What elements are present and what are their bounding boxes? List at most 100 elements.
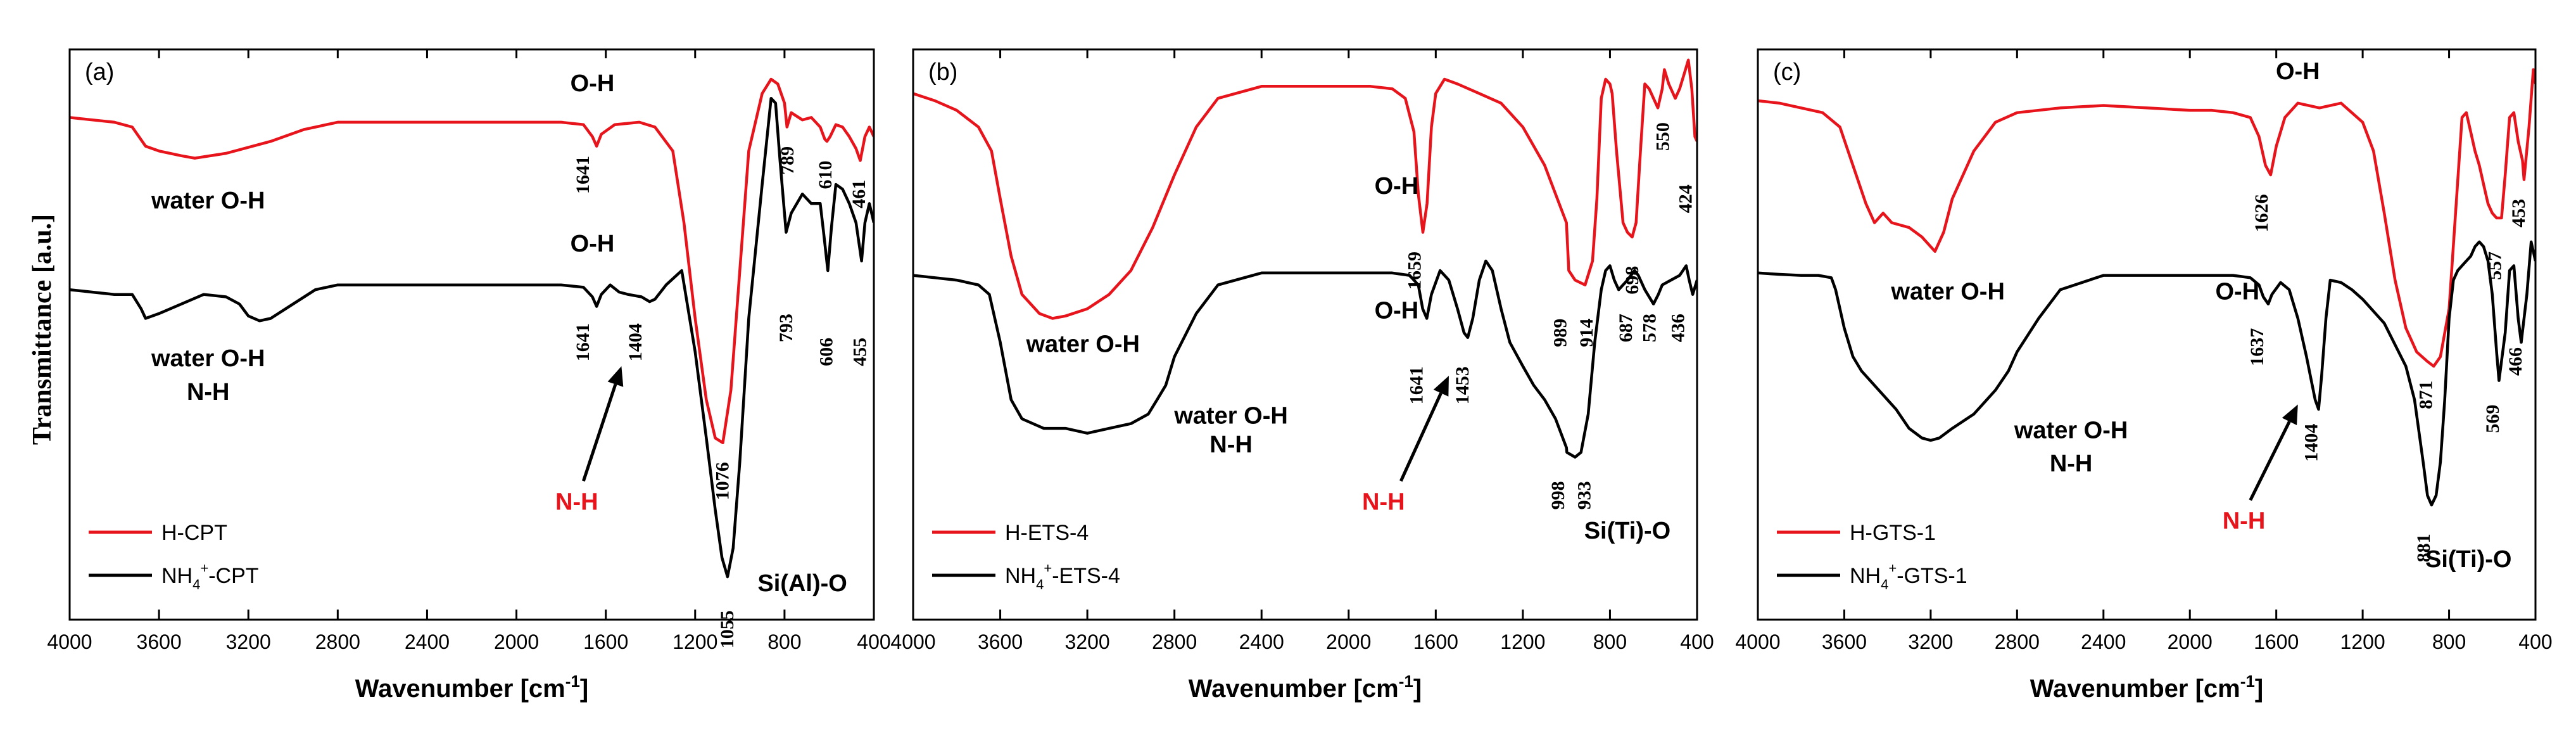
series-line-h-gts-1 [1758,68,2535,368]
legend-entry-subscript: 4 [193,577,200,592]
x-tick-label: 3200 [226,630,271,653]
x-tick-label: 800 [1593,630,1627,653]
peak-label: 881 [2413,534,2434,562]
band-label: N-H [187,379,230,406]
x-tick-label: 1600 [1413,630,1458,653]
x-tick-label: 4000 [47,630,92,653]
nh-label-red: N-H [2223,508,2266,535]
peak-label: 989 [1550,319,1571,347]
legend-entry-suffix: -CPT [208,564,258,588]
peak-label: 453 [2508,199,2529,227]
legend-entry-text: H-CPT [161,521,227,545]
plot-frame [912,48,1698,621]
x-tick-label: 2400 [405,630,450,653]
peak-label: 793 [776,314,797,342]
panel-b: 4000 3600 3200 2800 2400 2000 1600 1200 800 400 Wa… [890,48,1714,703]
peak-label: 1404 [2301,424,2322,462]
x-tick-label: 800 [767,630,801,653]
legend-entry-subscript: 4 [1881,577,1888,592]
panel-a: 4000 3600 3200 2800 2400 2000 1600 1200 800 400 Wa… [47,48,891,703]
peak-label: 698 [1622,266,1643,295]
peak-label: 933 [1574,481,1595,509]
x-tick-label: 4000 [1735,630,1780,653]
x-tick-label: 2000 [2168,630,2213,653]
y-axis-label: Transmittance [a.u.] [28,214,57,445]
band-label: O-H [571,70,615,97]
peak-label: 550 [1652,122,1673,151]
nh-label-red: N-H [1362,489,1405,516]
series-line-h-ets-4 [913,58,1697,320]
series-line-h-cpt [70,77,874,445]
x-tick-label: 2400 [2081,630,2126,653]
arrow-shaft [1399,392,1443,482]
plot-frame [68,48,875,621]
panels-layer: Transmittance [a.u.] 4000 3600 3200 2800 2400… [28,48,2553,703]
series-group [913,58,1697,459]
band-label: O-H [2215,278,2259,305]
peak-label: 436 [1667,314,1688,342]
peak-label: 578 [1639,314,1660,342]
legend-entry: NH4+-ETS-4 [1005,560,1120,592]
legend-entry: H-ETS-4 [1005,521,1089,545]
panel-label: (b) [928,59,957,86]
legend-entry: H-CPT [161,521,227,545]
x-tick-label: 2400 [1239,630,1284,653]
peak-label: 998 [1548,481,1569,509]
arrow-shaft [582,383,617,482]
peak-label: 424 [1675,184,1696,213]
x-tick-label: 400 [2518,630,2552,653]
legend-entry-superscript: + [1888,560,1897,576]
x-tick-label: 2800 [1995,630,2040,653]
x-axis-label-superscript: -1 [2240,672,2255,691]
peak-label: 557 [2484,252,2505,280]
legend-entry: H-GTS-1 [1850,521,1936,545]
band-label: N-H [2050,451,2093,477]
x-axis-label-text: Wavenumber [cm [355,675,565,703]
series-line-nh4-ets-4 [913,259,1697,459]
x-tick-label: 3200 [1908,630,1953,653]
peak-label: 1641 [1406,366,1427,404]
x-axis-label-superscript: -1 [565,672,580,691]
band-label: water O-H [2014,417,2128,444]
x-tick-label: 3600 [1822,630,1867,653]
x-axis-label: Wavenumber [cm-1] [355,672,588,703]
band-label: water O-H [1025,331,1139,357]
band-label: O-H [1375,298,1419,324]
peak-label: 871 [2415,381,2436,409]
x-axis-label: Wavenumber [cm-1] [2030,672,2263,703]
peak-label: 914 [1576,319,1597,347]
x-tick-label: 800 [2432,630,2466,653]
peak-label: 606 [816,338,837,366]
x-tick-label: 2800 [1152,630,1197,653]
legend-entry-text: H-ETS-4 [1005,521,1089,545]
band-label: water O-H [1173,403,1287,430]
x-axis-label: Wavenumber [cm-1] [1189,672,1422,703]
legend-entry-text: NH [161,564,193,588]
panel-c: 4000 3600 3200 2800 2400 2000 1600 1200 800 400 Wa… [1735,48,2553,703]
x-tick-label: 4000 [890,630,935,653]
x-tick-label: 2000 [1326,630,1371,653]
panel-label: (c) [1773,59,1801,86]
legend-entry-text: NH [1850,564,1881,588]
peak-label: 1626 [2251,194,2272,232]
peak-label: 789 [777,146,798,175]
legend-entry-superscript: + [200,560,208,576]
peak-label: 466 [2505,347,2526,376]
x-tick-label: 1200 [672,630,717,653]
nh-label-red: N-H [555,489,598,516]
band-label: water O-H [151,345,265,372]
band-label: O-H [2276,58,2320,85]
arrow-head [607,366,624,387]
x-tick-label: 3600 [978,630,1023,653]
x-tick-label: 400 [857,630,890,653]
plot-frame [1757,48,2537,621]
peak-label: 455 [850,338,871,366]
legend-entry-subscript: 4 [1036,577,1044,592]
series-line-nh4-cpt [70,96,874,578]
band-label: Si(Al)-O [757,570,847,597]
x-tick-label: 1200 [1500,630,1545,653]
peak-label: 1641 [572,323,593,361]
x-axis-label-close: ] [2255,675,2263,703]
band-label: N-H [1209,431,1253,458]
